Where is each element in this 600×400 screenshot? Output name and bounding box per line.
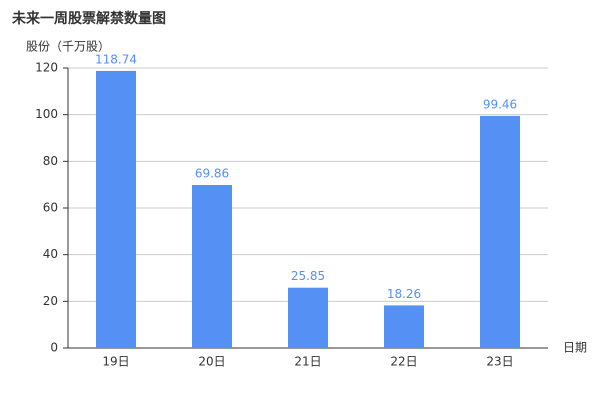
bar — [192, 184, 232, 348]
x-tick-label: 23日 — [486, 355, 513, 369]
bar — [384, 305, 424, 348]
y-tick-label: 60 — [43, 201, 58, 215]
bar — [96, 70, 136, 348]
y-tick-label: 80 — [43, 154, 58, 168]
value-label: 99.46 — [483, 97, 517, 111]
x-tick-label: 19日 — [102, 355, 129, 369]
y-axis-label: 股份（千万股） — [26, 40, 110, 54]
chart-title: 未来一周股票解禁数量图 — [12, 10, 166, 27]
x-tick-label: 22日 — [390, 355, 417, 369]
y-tick-label: 0 — [50, 341, 58, 355]
x-axis-label: 日期 — [563, 341, 587, 355]
y-tick-label: 120 — [35, 61, 58, 75]
bar — [288, 287, 328, 348]
value-label: 69.86 — [195, 166, 229, 180]
y-tick-label: 20 — [43, 294, 58, 308]
value-label: 118.74 — [95, 52, 137, 66]
x-tick-label: 20日 — [198, 355, 225, 369]
y-tick-label: 40 — [43, 247, 58, 261]
x-tick-label: 21日 — [294, 355, 321, 369]
value-label: 25.85 — [291, 269, 325, 283]
value-label: 18.26 — [387, 287, 421, 301]
bar — [480, 115, 520, 348]
y-tick-label: 100 — [35, 107, 58, 121]
